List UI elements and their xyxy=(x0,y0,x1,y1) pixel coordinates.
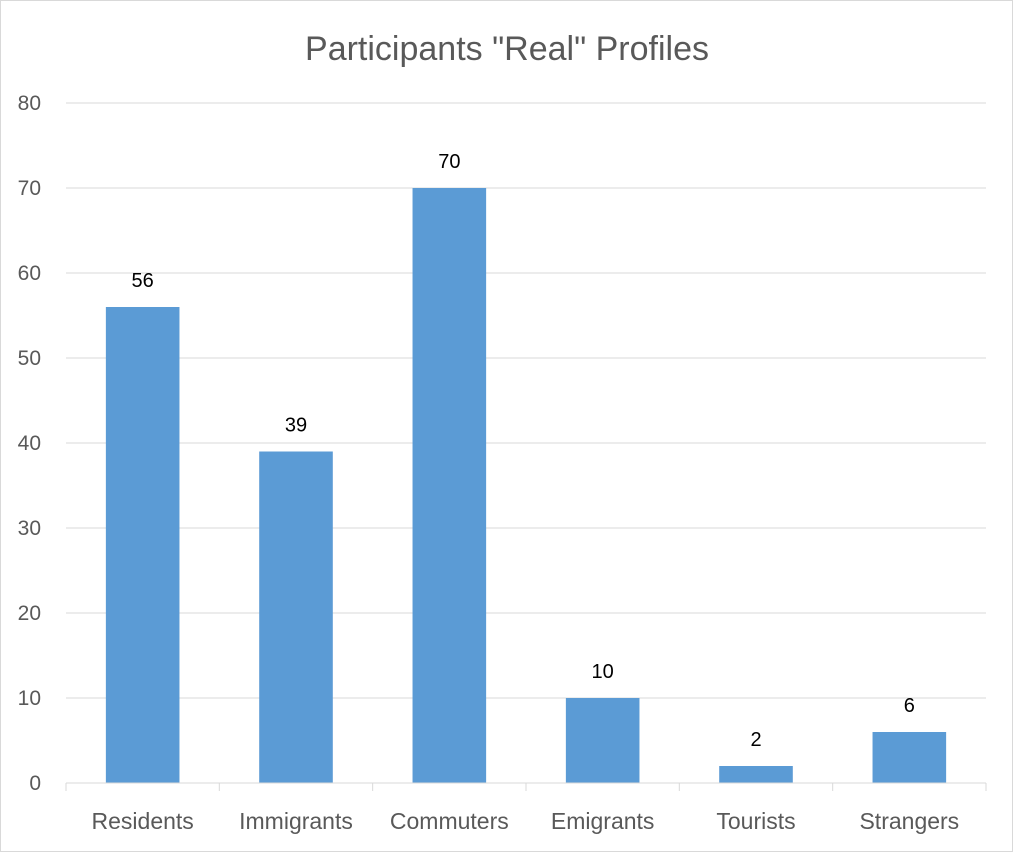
bar-emigrants xyxy=(565,698,640,783)
data-label: 70 xyxy=(438,151,460,173)
data-label: 6 xyxy=(904,695,915,717)
y-tick-label: 60 xyxy=(18,262,41,285)
data-label: 2 xyxy=(750,729,761,751)
y-tick-label: 80 xyxy=(18,92,41,115)
x-category-label: Strangers xyxy=(859,808,959,834)
y-tick-label: 20 xyxy=(18,602,41,625)
y-axis: 0 10 20 30 40 50 60 70 80 xyxy=(18,92,41,795)
y-tick-label: 0 xyxy=(29,772,41,795)
bar-series: 56 39 70 10 2 6 xyxy=(105,151,947,783)
x-axis: Residents Immigrants Commuters Emigrants Tou… xyxy=(65,782,987,834)
x-category-label: Residents xyxy=(92,808,194,834)
y-tick-label: 40 xyxy=(18,432,41,455)
data-label: 56 xyxy=(132,270,154,292)
y-tick-label: 10 xyxy=(18,687,41,710)
bar-tourists xyxy=(719,766,793,783)
y-tick-label: 70 xyxy=(18,177,41,200)
chart-title: Participants "Real" Profiles xyxy=(305,30,709,68)
x-category-label: Commuters xyxy=(390,808,509,834)
data-label: 39 xyxy=(285,415,307,437)
bar-strangers xyxy=(872,732,947,783)
x-category-label: Immigrants xyxy=(239,808,353,834)
bar-immigrants xyxy=(259,451,333,783)
bar-residents xyxy=(105,307,180,783)
x-category-label: Tourists xyxy=(716,808,795,834)
gridlines xyxy=(66,102,986,699)
y-tick-label: 30 xyxy=(18,517,41,540)
x-category-label: Emigrants xyxy=(551,808,655,834)
bar-commuters xyxy=(412,188,487,783)
data-label: 10 xyxy=(592,661,614,683)
y-tick-label: 50 xyxy=(18,347,41,370)
